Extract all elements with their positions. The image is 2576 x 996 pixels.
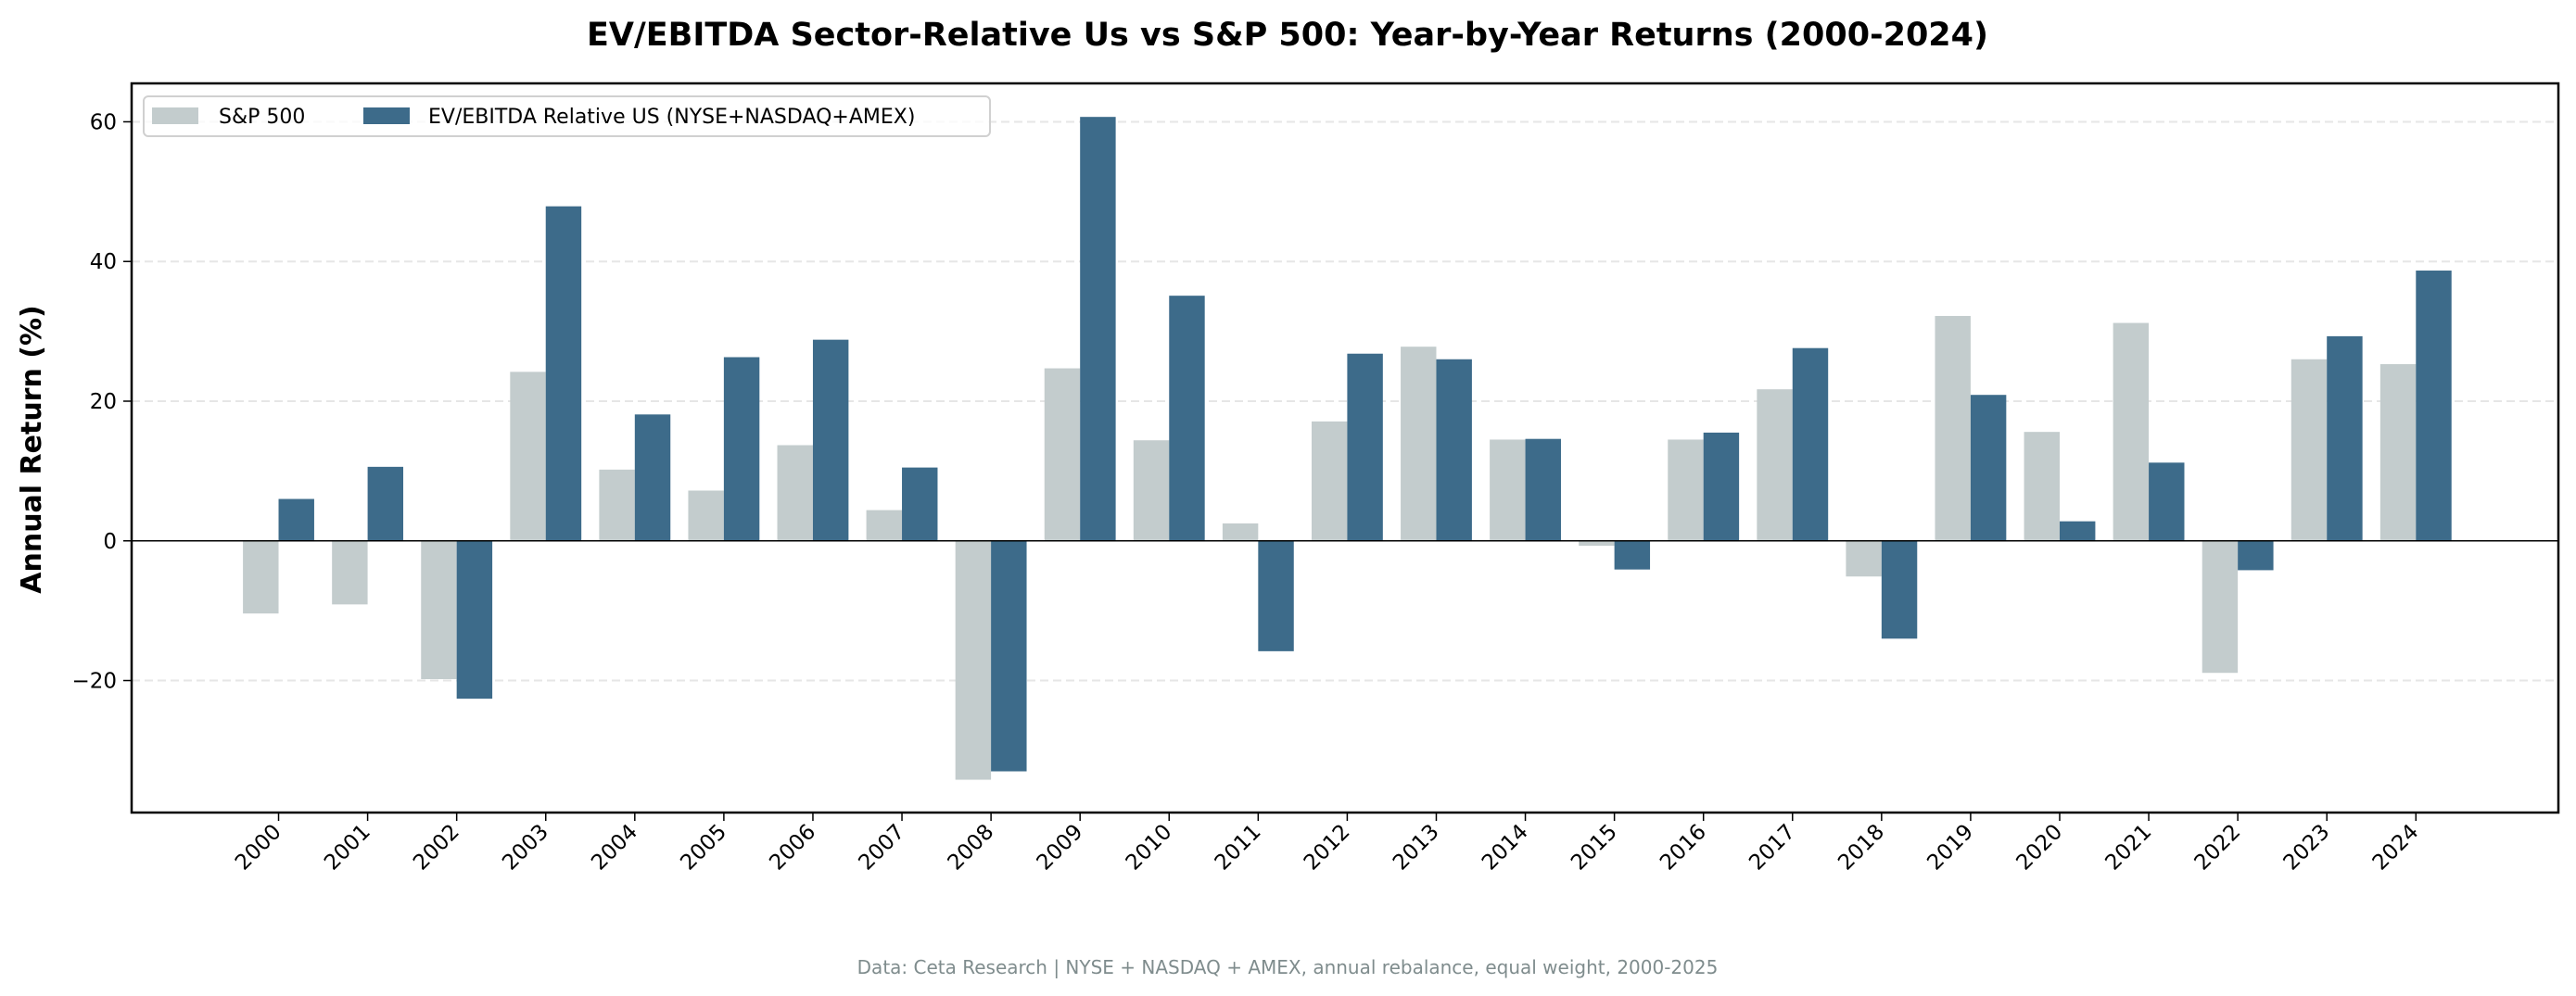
bar-sp500-2010 [1133, 440, 1170, 541]
x-tick-label: 2008 [944, 820, 999, 876]
legend-label-strategy: EV/EBITDA Relative US (NYSE+NASDAQ+AMEX) [428, 106, 915, 129]
bar-strategy-2006 [812, 339, 849, 541]
bar-strategy-2019 [1970, 395, 2007, 541]
bar-strategy-2022 [2238, 540, 2274, 571]
bar-sp500-2018 [1846, 540, 1882, 577]
bar-strategy-2009 [1080, 117, 1116, 541]
y-tick-label: −20 [71, 670, 117, 694]
bars [243, 117, 2452, 780]
bar-strategy-2016 [1703, 432, 1740, 541]
bar-strategy-2010 [1169, 296, 1205, 541]
x-tick-label: 2018 [1834, 820, 1889, 876]
x-tick-label: 2001 [320, 820, 375, 876]
footnote: Data: Ceta Research | NYSE + NASDAQ + AM… [857, 956, 1719, 978]
x-tick-label: 2019 [1922, 820, 1978, 876]
x-tick-label: 2007 [854, 820, 909, 876]
bar-strategy-2018 [1881, 540, 1918, 639]
bar-sp500-2009 [1044, 368, 1081, 541]
x-tick-label: 2015 [1567, 820, 1622, 876]
legend-label-sp500: S&P 500 [219, 106, 305, 129]
x-tick-label: 2004 [587, 820, 642, 876]
x-tick-label: 2009 [1033, 820, 1088, 876]
bar-sp500-2020 [2024, 432, 2060, 541]
x-tick-label: 2003 [498, 820, 553, 876]
bar-sp500-2006 [777, 445, 813, 541]
bar-strategy-2000 [278, 498, 314, 541]
bar-sp500-2019 [1935, 316, 1971, 541]
bar-strategy-2008 [991, 540, 1027, 772]
bar-sp500-2022 [2202, 540, 2239, 674]
x-tick-label: 2005 [676, 820, 731, 876]
bar-strategy-2014 [1525, 438, 1561, 541]
bar-sp500-2015 [1579, 540, 1615, 547]
bar-sp500-2014 [1490, 439, 1526, 541]
bar-sp500-2021 [2113, 322, 2150, 541]
bar-sp500-2002 [421, 540, 457, 680]
x-tick-label: 2006 [765, 820, 820, 876]
bar-strategy-2015 [1614, 540, 1651, 570]
bar-sp500-2024 [2379, 364, 2417, 541]
plot-frame [130, 82, 2560, 814]
bar-sp500-2003 [510, 372, 546, 541]
x-tick-label: 2011 [1211, 820, 1266, 876]
x-tick-label: 2013 [1389, 820, 1444, 876]
bar-strategy-2023 [2327, 335, 2363, 541]
x-tick-label: 2020 [2011, 820, 2067, 876]
bar-strategy-2020 [2059, 521, 2096, 541]
legend-frame [143, 95, 991, 137]
bar-sp500-2007 [866, 510, 903, 541]
y-tick-label: 20 [90, 390, 117, 414]
bar-sp500-2008 [955, 540, 992, 780]
bar-strategy-2001 [367, 466, 404, 541]
bar-strategy-2005 [723, 357, 760, 541]
legend-swatch-sp500 [152, 107, 198, 124]
bar-sp500-2016 [1668, 439, 1704, 541]
x-tick-label: 2000 [231, 820, 286, 876]
x-tick-label: 2014 [1478, 820, 1533, 876]
bar-sp500-2017 [1757, 389, 1793, 541]
bar-sp500-2013 [1401, 347, 1437, 541]
chart-title: EV/EBITDA Sector-Relative Us vs S&P 500:… [587, 17, 1988, 54]
bar-sp500-2012 [1311, 421, 1348, 541]
bar-strategy-2024 [2416, 271, 2452, 541]
bar-strategy-2012 [1347, 353, 1383, 541]
x-tick-label: 2024 [2368, 820, 2424, 876]
grid-lines [132, 120, 2558, 682]
x-tick-label: 2016 [1656, 820, 1711, 876]
bar-sp500-2004 [599, 469, 635, 541]
legend: S&P 500 EV/EBITDA Relative US (NYSE+NASD… [143, 95, 991, 137]
y-tick-label: 0 [103, 530, 117, 554]
x-tick-label: 2002 [409, 820, 464, 876]
x-tick-label: 2017 [1745, 820, 1800, 876]
legend-swatch-strategy [363, 107, 410, 124]
bar-strategy-2017 [1792, 347, 1829, 541]
bar-strategy-2011 [1258, 540, 1294, 651]
bar-sp500-2005 [688, 490, 724, 541]
bar-sp500-2001 [332, 540, 368, 605]
bar-sp500-2011 [1222, 523, 1259, 541]
y-tick-label: 60 [90, 110, 117, 134]
bar-strategy-2021 [2149, 462, 2185, 541]
bar-strategy-2007 [902, 467, 938, 541]
bar-sp500-2023 [2290, 359, 2328, 541]
y-axis-label: Annual Return (%) [16, 305, 48, 593]
x-tick-label: 2012 [1300, 820, 1355, 876]
bar-strategy-2002 [456, 540, 493, 700]
x-tick-label: 2010 [1122, 820, 1177, 876]
x-tick-label: 2023 [2279, 820, 2335, 876]
bar-strategy-2013 [1436, 359, 1472, 541]
bar-strategy-2003 [545, 206, 582, 541]
x-tick-label: 2022 [2190, 820, 2246, 876]
bar-sp500-2000 [243, 540, 279, 614]
x-tick-label: 2021 [2101, 820, 2157, 876]
bar-strategy-2004 [634, 414, 671, 541]
y-tick-label: 40 [90, 250, 117, 274]
